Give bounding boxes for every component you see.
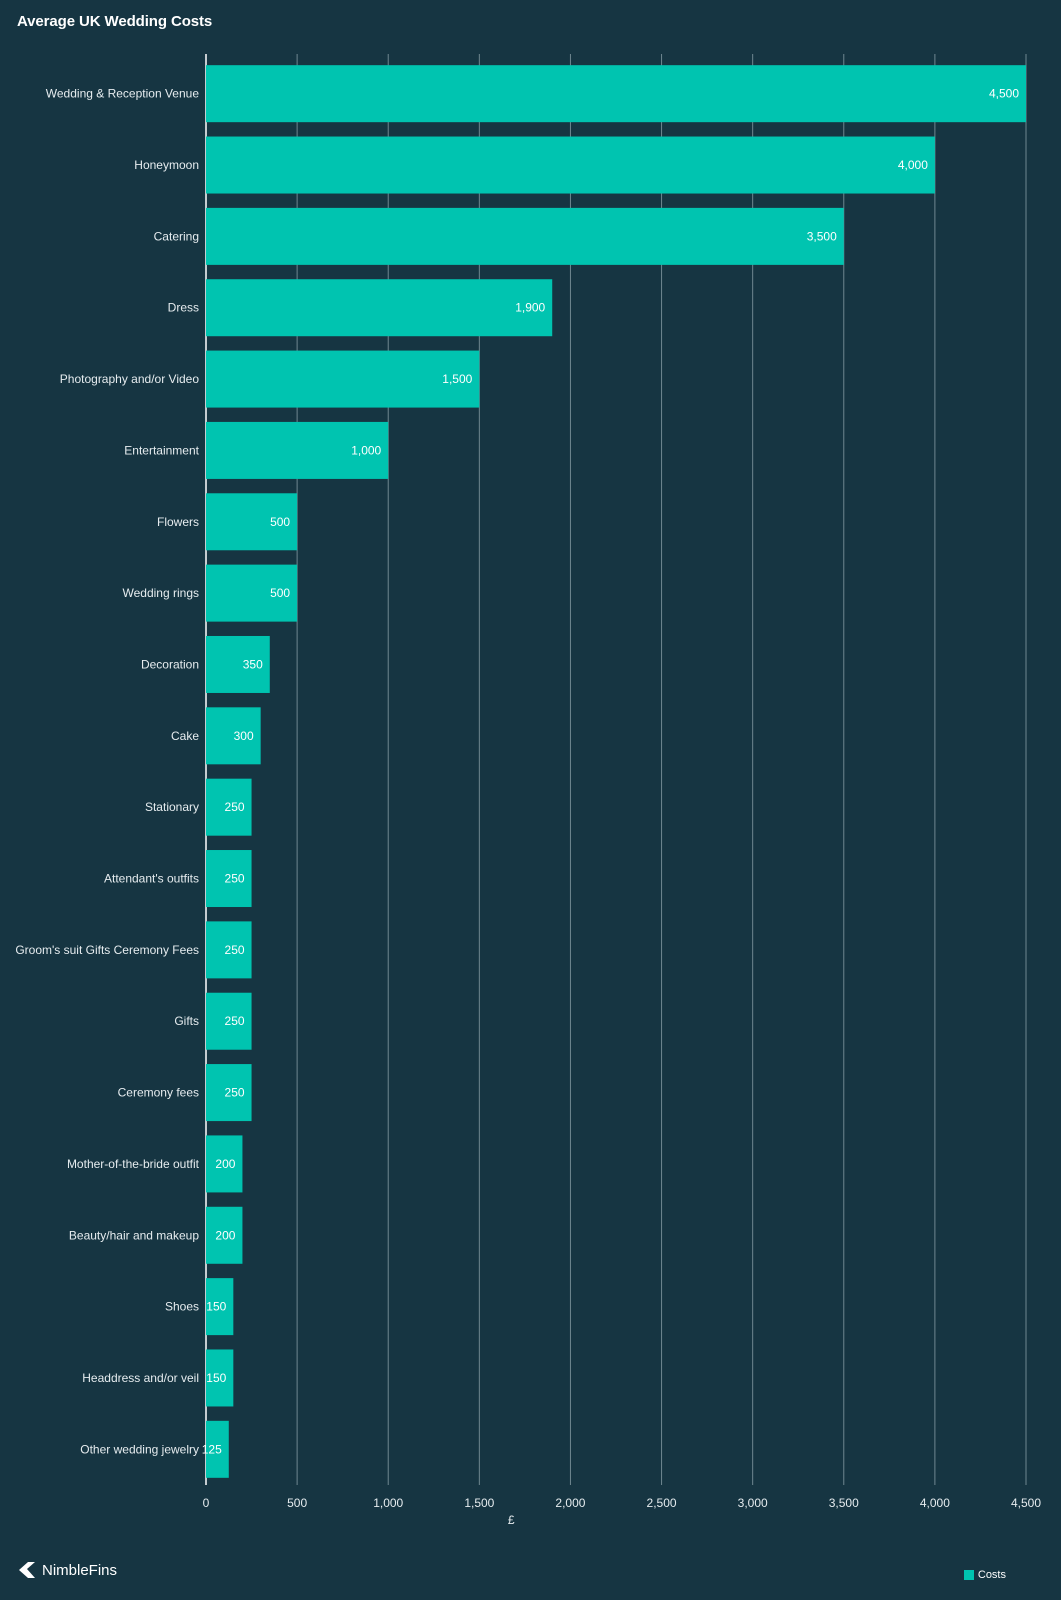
bar bbox=[206, 207, 844, 265]
value-label: 300 bbox=[234, 729, 254, 743]
value-label: 1,900 bbox=[515, 301, 545, 315]
bar bbox=[206, 421, 389, 479]
category-label: Attendant's outfits bbox=[104, 872, 199, 886]
bar bbox=[206, 850, 252, 908]
bars bbox=[206, 65, 1026, 1478]
bar bbox=[206, 350, 480, 408]
bar bbox=[206, 921, 252, 979]
bar bbox=[206, 1135, 243, 1193]
value-label: 3,500 bbox=[807, 229, 837, 243]
bar bbox=[206, 778, 252, 836]
value-label: 250 bbox=[225, 1086, 245, 1100]
value-label: 150 bbox=[206, 1371, 226, 1385]
bar bbox=[206, 1206, 243, 1264]
x-tick-label: 2,000 bbox=[555, 1496, 585, 1510]
category-label: Other wedding jewelry bbox=[80, 1442, 199, 1456]
bar bbox=[206, 279, 553, 337]
value-label: 1,500 bbox=[442, 372, 472, 386]
value-label: 250 bbox=[225, 872, 245, 886]
value-label: 250 bbox=[225, 800, 245, 814]
category-label: Beauty/hair and makeup bbox=[69, 1228, 199, 1242]
x-tick-label: 4,000 bbox=[920, 1496, 950, 1510]
category-label: Stationary bbox=[145, 800, 199, 814]
bar bbox=[206, 1064, 252, 1122]
bar bbox=[206, 992, 252, 1050]
gridlines bbox=[205, 54, 1027, 1485]
category-label: Shoes bbox=[165, 1300, 199, 1314]
value-label: 4,500 bbox=[989, 87, 1019, 101]
nimblefins-logo-icon bbox=[19, 1562, 35, 1578]
value-label: 250 bbox=[225, 1014, 245, 1028]
legend-label: Costs bbox=[977, 1569, 1006, 1581]
value-label: 200 bbox=[215, 1157, 235, 1171]
value-label: 250 bbox=[225, 943, 245, 957]
x-tick-label: 1,500 bbox=[464, 1496, 494, 1510]
value-label: 200 bbox=[215, 1228, 235, 1242]
labels: 0 500 1,000 1,500 2,000 2,500 3,000 3,500 4,000 4… bbox=[15, 87, 1041, 1510]
bar bbox=[206, 564, 298, 622]
value-label: 350 bbox=[243, 657, 263, 671]
category-label: Photography and/or Video bbox=[60, 372, 200, 386]
x-tick-label: 1,000 bbox=[373, 1496, 403, 1510]
value-label: 125 bbox=[202, 1442, 222, 1456]
x-axis-title: £ bbox=[508, 1513, 515, 1527]
x-tick-label: 2,500 bbox=[647, 1496, 677, 1510]
category-label: Headdress and/or veil bbox=[82, 1371, 199, 1385]
category-label: Decoration bbox=[141, 657, 199, 671]
category-label: Groom's suit Gifts Ceremony Fees bbox=[15, 943, 199, 957]
category-label: Entertainment bbox=[124, 443, 199, 457]
x-tick-label: 0 bbox=[203, 1496, 210, 1510]
chart-title: Average UK Wedding Costs bbox=[17, 13, 213, 30]
value-label: 1,000 bbox=[351, 443, 381, 457]
category-label: Honeymoon bbox=[134, 158, 199, 172]
legend: Costs bbox=[963, 1569, 1006, 1581]
brand-logo: NimbleFins bbox=[17, 1561, 117, 1579]
category-label: Wedding & Reception Venue bbox=[46, 87, 200, 101]
bar bbox=[206, 707, 261, 765]
category-label: Wedding rings bbox=[123, 586, 200, 600]
value-label: 500 bbox=[270, 586, 290, 600]
category-label: Ceremony fees bbox=[118, 1086, 199, 1100]
value-label: 150 bbox=[206, 1300, 226, 1314]
bar bbox=[206, 1349, 234, 1407]
value-label: 4,000 bbox=[898, 158, 928, 172]
category-label: Gifts bbox=[174, 1014, 199, 1028]
category-label: Cake bbox=[171, 729, 199, 743]
x-tick-label: 500 bbox=[287, 1496, 307, 1510]
bar bbox=[206, 1420, 229, 1478]
category-label: Dress bbox=[168, 301, 199, 315]
x-tick-label: 3,500 bbox=[829, 1496, 859, 1510]
bar bbox=[206, 136, 935, 194]
bar bbox=[206, 1278, 234, 1336]
category-label: Flowers bbox=[157, 515, 199, 529]
x-tick-label: 3,000 bbox=[738, 1496, 768, 1510]
brand-name: NimbleFins bbox=[42, 1561, 118, 1579]
bar bbox=[206, 493, 298, 551]
x-tick-label: 4,500 bbox=[1011, 1496, 1041, 1510]
bar bbox=[206, 635, 270, 693]
bar bbox=[206, 65, 1026, 123]
legend-swatch bbox=[963, 1570, 974, 1580]
category-label: Mother-of-the-bride outfit bbox=[67, 1157, 200, 1171]
category-label: Catering bbox=[154, 229, 199, 243]
value-label: 500 bbox=[270, 515, 290, 529]
